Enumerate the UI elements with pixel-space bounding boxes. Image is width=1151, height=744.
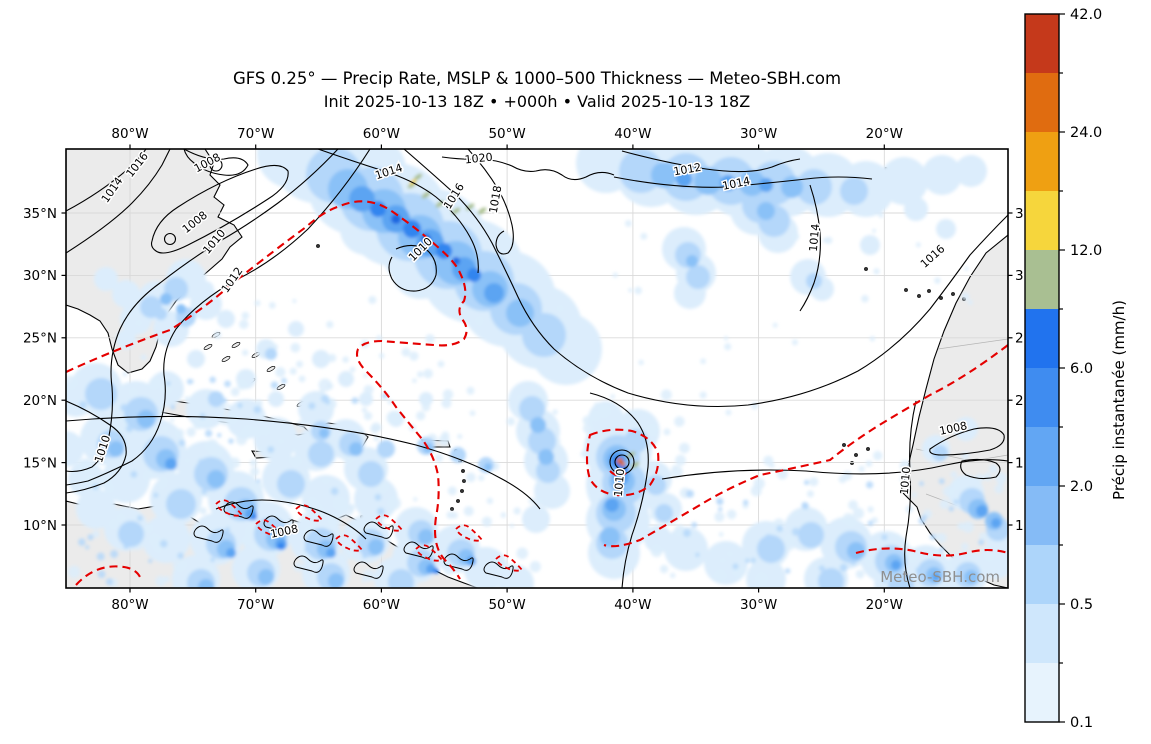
island [951,291,956,296]
island [450,507,455,512]
island [864,266,869,271]
lon-tick-label: 60°W [363,126,400,142]
colorbar-segment [1025,486,1059,546]
colorbar-segment [1025,663,1059,723]
colorbar-segment [1025,604,1059,664]
lat-tick-label: 15°N [23,455,57,471]
lat-tick-label: 35°N [23,206,57,222]
lat-tick-label-clipped: 3 [1015,268,1024,284]
colorbar-segment [1025,191,1059,251]
lat-tick-label: 30°N [23,268,57,284]
island [231,341,241,349]
lon-tick-label: 80°W [111,597,148,613]
island [842,443,847,448]
isobar-label: 1016 [918,242,948,270]
lat-tick-label: 20°N [23,393,57,409]
watermark: Meteo-SBH.com [880,568,1000,586]
island [927,288,932,293]
axes-and-frame: 80°W 80°W 70°W 70°W 60°W 60°W 50°W 50°W 40°W 40°W… [23,126,1024,613]
lat-tick-label: 25°N [23,331,57,347]
island [461,469,466,474]
colorbar-tick-label: 2.0 [1070,479,1093,495]
lon-tick-label: 30°W [740,126,777,142]
isobar-label: 1018 [487,184,505,214]
map-canvas: 1016101410081008101010101012101410161016… [66,149,1008,588]
island [266,365,276,373]
lat-tick-label: 10°N [23,518,57,534]
colorbar-tick-label: 12.0 [1070,243,1102,259]
lat-tick-label-clipped: 2 [1015,393,1024,409]
colorbar-segment [1025,309,1059,369]
island [276,383,286,391]
island [315,243,320,248]
landmass [66,149,243,374]
colorbar: 42.0 24.0 12.0 6.0 2.0 0.5 0.1 Précip instantan… [1024,7,1128,731]
colorbar-segment [1025,132,1059,192]
map-frame [65,148,1009,589]
lon-tick-label: 40°W [614,126,651,142]
chart-title: GFS 0.25° — Precip Rate, MSLP & 1000–500… [233,69,841,88]
island [866,447,871,452]
island [221,355,231,363]
lon-tick-label: 40°W [614,597,651,613]
country-border [937,338,1008,350]
lon-tick-label: 70°W [237,126,274,142]
lon-tick-label: 70°W [237,597,274,613]
colorbar-tick-label: 6.0 [1070,361,1093,377]
island [854,453,859,458]
lat-tick-label-clipped: 1 [1015,518,1024,534]
lon-tick-label: 50°W [488,126,525,142]
isobar-label: 1010 [612,468,627,497]
colorbar-segment [1025,73,1059,133]
isobar-layer [66,149,1008,588]
lon-tick-label: 30°W [740,597,777,613]
lat-tick-label-clipped: 2 [1015,331,1024,347]
island [460,489,465,494]
lon-tick-label: 20°W [866,597,903,613]
island [456,499,461,504]
island [917,293,922,298]
lon-tick-label: 20°W [866,126,903,142]
colorbar-tick-label: 24.0 [1070,125,1102,141]
colorbar-axis-label: Précip instantanée (mm/h) [1110,300,1128,500]
isobar-label: 1014 [807,223,822,252]
lon-tick-label: 80°W [111,126,148,142]
lon-tick-label: 50°W [488,597,525,613]
lon-tick-label: 60°W [363,597,400,613]
precip-layer [66,149,1008,588]
thickness-layer [66,200,1008,586]
island [904,287,909,292]
chart-subtitle: Init 2025-10-13 18Z • +000h • Valid 2025… [324,92,750,111]
colorbar-tick-label: 0.1 [1070,715,1093,731]
colorbar-segment [1025,14,1059,74]
isobar-label: 1012 [219,265,246,295]
colorbar-segment [1025,427,1059,487]
colorbar-segment [1025,250,1059,310]
colorbar-segment [1025,545,1059,605]
lat-tick-label-clipped: 1 [1015,455,1024,471]
isobar-label: 1020 [464,151,493,167]
lat-tick-label-clipped: 3 [1015,206,1024,222]
island [462,479,467,484]
colorbar-segment [1025,368,1059,428]
island [203,343,213,351]
isobar-label: 1010 [898,466,913,495]
colorbar-tick-label: 42.0 [1070,7,1102,23]
colorbar-tick-label: 0.5 [1070,597,1093,613]
island [939,295,944,300]
